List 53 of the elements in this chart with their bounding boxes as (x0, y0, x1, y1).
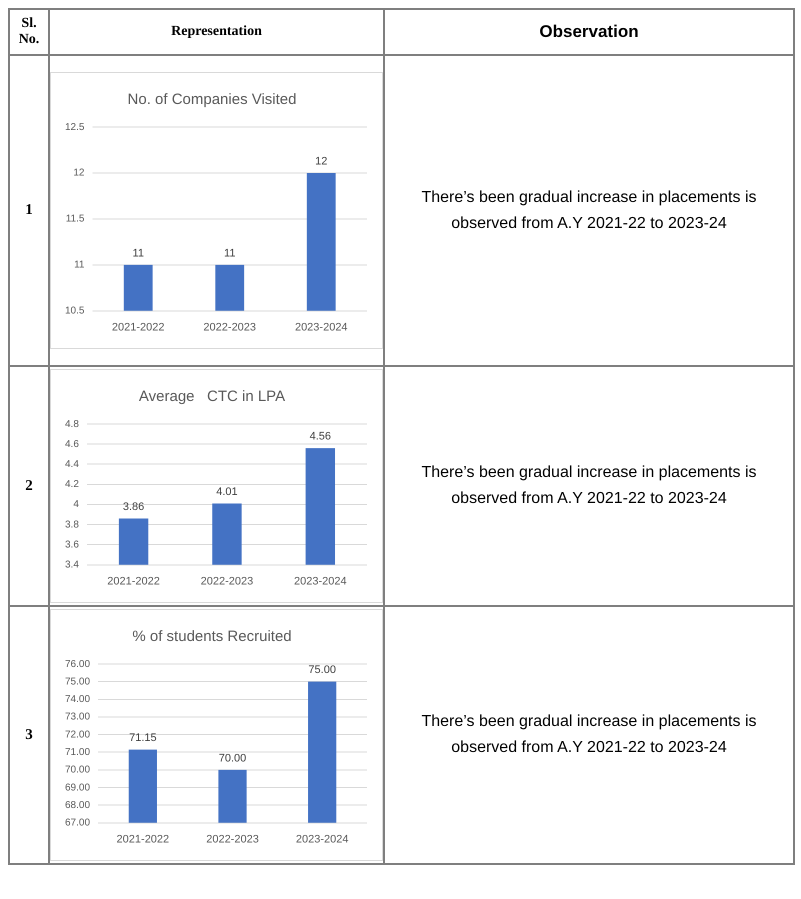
y-tick-label: 12 (73, 168, 85, 179)
text: 3 (9, 606, 49, 864)
x-tick-label: 2021-2022 (112, 321, 165, 334)
text: Sl. No. (9, 9, 49, 55)
data-label: 71.15 (129, 732, 157, 744)
y-tick-label: 76.00 (64, 658, 90, 670)
text: There’s been gradual increase in placements is observed from A.Y 2021-22 to 2023-24 (384, 606, 794, 864)
y-tick-label: 4 (73, 499, 80, 510)
y-tick-label: 11 (74, 260, 85, 271)
text: 2 (9, 366, 49, 606)
y-tick-label: 3.4 (64, 560, 80, 571)
data-label: 4.56 (310, 430, 332, 443)
data-label: 11 (224, 247, 236, 260)
data-label: 12 (315, 155, 328, 168)
y-tick-label: 4.6 (64, 438, 80, 450)
y-tick-label: 75.00 (64, 676, 90, 688)
y-tick-label: 70.00 (64, 764, 90, 776)
y-tick-label: 4.8 (64, 418, 80, 430)
y-tick-label: 11.5 (66, 214, 85, 225)
x-tick-label: 2021-2022 (116, 833, 170, 846)
y-tick-label: 68.00 (64, 800, 90, 811)
y-tick-label: 71.00 (64, 746, 90, 758)
x-tick-label: 2022-2023 (206, 833, 259, 846)
y-tick-label: 10.5 (64, 306, 85, 317)
text: Observation (384, 9, 794, 55)
y-tick-label: 67.00 (64, 818, 90, 829)
x-tick-label: 2021-2022 (107, 575, 160, 588)
data-label: 75.00 (308, 664, 336, 676)
y-tick-label: 3.6 (64, 539, 80, 550)
text: Representation (49, 9, 384, 55)
x-tick-label: 2022-2023 (200, 575, 254, 588)
chart-title: No. of Companies Visited (128, 91, 296, 108)
text: There’s been gradual increase in placements is observed from A.Y 2021-22 to 2023-24 (384, 55, 794, 366)
y-tick-label: 73.00 (64, 712, 90, 723)
text: There’s been gradual increase in placements is observed from A.Y 2021-22 to 2023-24 (384, 366, 794, 606)
y-tick-label: 74.00 (64, 694, 90, 706)
y-tick-label: 69.00 (64, 782, 90, 794)
y-tick-label: 4.4 (64, 458, 80, 470)
y-tick-label: 72.00 (64, 729, 90, 740)
x-tick-label: 2023-2024 (294, 321, 348, 334)
x-tick-label: 2023-2024 (296, 833, 348, 846)
data-label: 70.00 (218, 752, 246, 764)
x-tick-label: 2022-2023 (203, 321, 256, 334)
chart-title: Average CTC in LPA (138, 388, 286, 406)
y-tick-label: 4.2 (64, 479, 80, 490)
data-label: 3.86 (122, 501, 144, 514)
y-tick-label: 3.8 (64, 519, 80, 530)
x-tick-label: 2023-2024 (294, 575, 347, 588)
chart-title: % of students Recruited (132, 628, 292, 646)
data-label: 11 (132, 247, 144, 260)
data-label: 4.01 (216, 486, 238, 498)
y-tick-label: 12.5 (64, 122, 85, 133)
text: 1 (9, 55, 49, 366)
